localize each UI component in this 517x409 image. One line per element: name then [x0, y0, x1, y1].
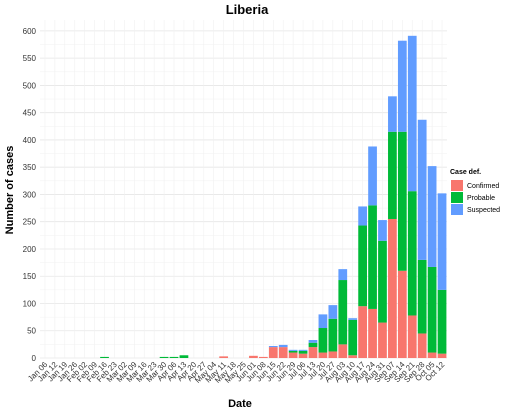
- bar-suspected-jul-27: [328, 305, 338, 319]
- y-tick-label: 550: [23, 54, 37, 63]
- bar-suspected-jul-06: [298, 349, 308, 351]
- bar-probable-oct-12: [437, 289, 447, 354]
- bar-confirmed-jun-22: [278, 347, 288, 358]
- bar-suspected-sep-28: [417, 119, 427, 260]
- legend-swatch-probable: [451, 192, 463, 203]
- bar-confirmed-jul-20: [318, 352, 328, 358]
- bar-suspected-jun-22: [278, 344, 288, 348]
- bar-confirmed-aug-03: [338, 344, 348, 358]
- y-tick-label: 0: [32, 354, 37, 363]
- y-tick-label: 250: [23, 218, 37, 227]
- bar-suspected-oct-05: [427, 166, 437, 267]
- bar-probable-jun-29: [288, 350, 298, 353]
- bar-suspected-sep-07: [388, 96, 397, 132]
- legend-label-suspected: Suspected: [467, 207, 500, 214]
- bar-confirmed-jul-13: [308, 347, 318, 358]
- legend-label-confirmed: Confirmed: [467, 183, 499, 190]
- bar-confirmed-may-11: [219, 356, 229, 358]
- bar-suspected-aug-31: [378, 220, 387, 241]
- y-tick-label: 600: [23, 27, 37, 36]
- bar-probable-sep-28: [417, 259, 427, 334]
- bar-probable-sep-21: [407, 191, 417, 316]
- bar-confirmed-oct-05: [427, 352, 437, 358]
- bar-probable-jul-06: [298, 350, 308, 354]
- y-tick-label: 200: [23, 245, 37, 254]
- bar-probable-jul-13: [308, 342, 318, 348]
- bar-suspected-aug-10: [348, 318, 358, 320]
- bar-confirmed-aug-31: [378, 322, 387, 358]
- y-tick-label: 100: [23, 299, 37, 308]
- bar-suspected-jun-29: [288, 349, 298, 351]
- y-tick-label: 500: [23, 81, 37, 90]
- bar-confirmed-aug-24: [368, 308, 377, 358]
- bar-confirmed-jul-27: [328, 351, 338, 358]
- bar-confirmed-jun-29: [288, 352, 298, 358]
- legend-swatch-suspected: [451, 204, 463, 215]
- legend-swatch-confirmed: [451, 180, 463, 191]
- bar-confirmed-sep-14: [397, 270, 407, 358]
- y-tick-label: 400: [23, 136, 37, 145]
- y-tick-label: 300: [23, 190, 37, 199]
- bar-probable-oct-05: [427, 266, 437, 353]
- x-axis-title: Date: [228, 398, 252, 409]
- bar-suspected-sep-14: [397, 40, 407, 132]
- bars: [100, 35, 447, 358]
- bar-probable-apr-06: [169, 356, 179, 358]
- y-axis-title: Number of cases: [4, 146, 16, 235]
- bar-suspected-aug-17: [358, 206, 367, 226]
- bar-probable-aug-03: [338, 280, 348, 345]
- y-tick-label: 150: [23, 272, 37, 281]
- bar-confirmed-sep-28: [417, 333, 427, 358]
- bar-probable-apr-13: [179, 355, 189, 358]
- bar-confirmed-aug-17: [358, 306, 367, 358]
- bar-probable-aug-17: [358, 225, 367, 307]
- y-tick-label: 50: [27, 327, 36, 336]
- bar-confirmed-jun-15: [268, 347, 278, 358]
- bar-suspected-sep-21: [407, 35, 417, 192]
- bar-suspected-oct-12: [437, 193, 447, 290]
- y-tick-label: 350: [23, 163, 37, 172]
- bar-probable-sep-07: [388, 131, 397, 219]
- bar-confirmed-sep-07: [388, 218, 397, 358]
- bar-probable-sep-14: [397, 131, 407, 271]
- bar-probable-aug-24: [368, 205, 377, 309]
- bar-confirmed-jun-01: [249, 355, 258, 358]
- legend-title: Case def.: [450, 169, 481, 176]
- bar-suspected-aug-24: [368, 146, 377, 206]
- bar-probable-mar-30: [159, 356, 169, 358]
- legend: Case def. Confirmed Probable Suspected: [450, 169, 500, 215]
- bar-confirmed-aug-10: [348, 355, 358, 358]
- bar-probable-aug-10: [348, 319, 358, 356]
- bar-confirmed-jun-08: [258, 356, 268, 358]
- bar-suspected-aug-03: [338, 269, 348, 281]
- bar-suspected-jun-15: [268, 346, 278, 348]
- bar-confirmed-jul-06: [298, 353, 308, 358]
- bar-suspected-jul-13: [308, 340, 318, 343]
- bar-suspected-jul-20: [318, 314, 328, 329]
- bar-probable-jul-20: [318, 328, 328, 353]
- bar-confirmed-oct-12: [437, 353, 447, 358]
- y-tick-label: 450: [23, 109, 37, 118]
- bar-probable-feb-16: [100, 356, 109, 358]
- bar-probable-aug-31: [378, 240, 387, 323]
- bar-confirmed-sep-21: [407, 315, 417, 358]
- legend-label-probable: Probable: [467, 195, 495, 202]
- bar-probable-jul-27: [328, 318, 338, 352]
- chart-title: Liberia: [226, 2, 269, 17]
- y-tick-labels: 0 50 100 150 200 250 300 350 400 450 500 550 600: [23, 27, 37, 363]
